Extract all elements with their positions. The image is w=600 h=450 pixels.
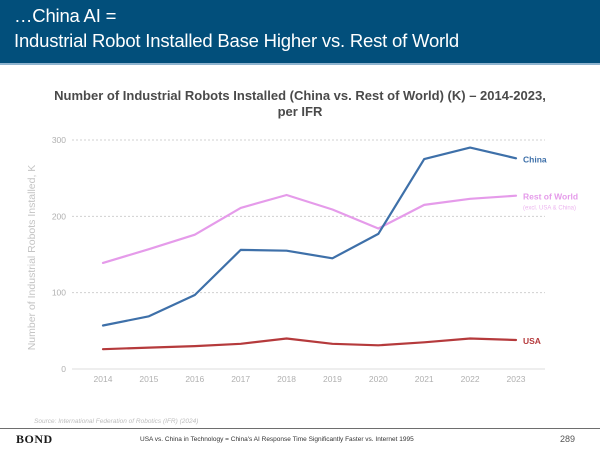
- series-label-china: China: [523, 154, 547, 164]
- y-tick-labels: 0 100 200 300: [52, 135, 66, 374]
- series-line-china: [101, 146, 518, 327]
- bond-logo: BOND: [16, 432, 53, 446]
- y-tick-label: 200: [52, 211, 66, 221]
- x-tick-label: 2017: [231, 374, 250, 384]
- page-number: 289: [560, 434, 576, 444]
- y-tick-label: 0: [61, 364, 66, 374]
- x-tick-label: 2023: [507, 374, 526, 384]
- chart-title-line-2: per IFR: [277, 104, 323, 119]
- x-tick-label: 2016: [185, 374, 204, 384]
- x-tick-label: 2022: [461, 374, 480, 384]
- x-tick-label: 2015: [139, 374, 158, 384]
- series-layer: [101, 146, 518, 351]
- chart-title-line-1: Number of Industrial Robots Installed (C…: [54, 88, 546, 103]
- series-labels: China Rest of World (excl. USA & China) USA: [523, 154, 578, 346]
- y-tick-label: 300: [52, 135, 66, 145]
- chart-title: Number of Industrial Robots Installed (C…: [20, 88, 580, 120]
- slide-title-line-2: Industrial Robot Installed Base Higher v…: [14, 30, 460, 51]
- x-tick-labels: 2014 2015 2016 2017 2018 2019 2020 2021 2022 2023: [94, 374, 526, 384]
- x-tick-label: 2018: [277, 374, 296, 384]
- x-tick-label: 2019: [323, 374, 342, 384]
- source-note: Source: International Federation of Robo…: [34, 418, 199, 425]
- series-line-usa: [101, 337, 518, 351]
- series-sublabel: (excl. USA & China): [523, 206, 576, 212]
- series-label-usa: USA: [523, 336, 541, 346]
- x-tick-label: 2014: [94, 374, 113, 384]
- x-tick-label: 2021: [415, 374, 434, 384]
- grid-layer: [72, 139, 545, 370]
- x-tick-label: 2020: [369, 374, 388, 384]
- footer-caption: USA vs. China in Technology = China's AI…: [140, 436, 414, 443]
- series-label-rest-of-world: Rest of World: [523, 192, 578, 202]
- slide-header: …China AI = Industrial Robot Installed B…: [0, 0, 600, 65]
- slide-title-line-1: …China AI =: [14, 5, 117, 26]
- footer-divider: [0, 428, 600, 429]
- series-line-rest-of-world: [101, 193, 518, 264]
- y-tick-label: 100: [52, 288, 66, 298]
- y-axis-label: Number of Industrial Robots Installed, K: [26, 165, 38, 351]
